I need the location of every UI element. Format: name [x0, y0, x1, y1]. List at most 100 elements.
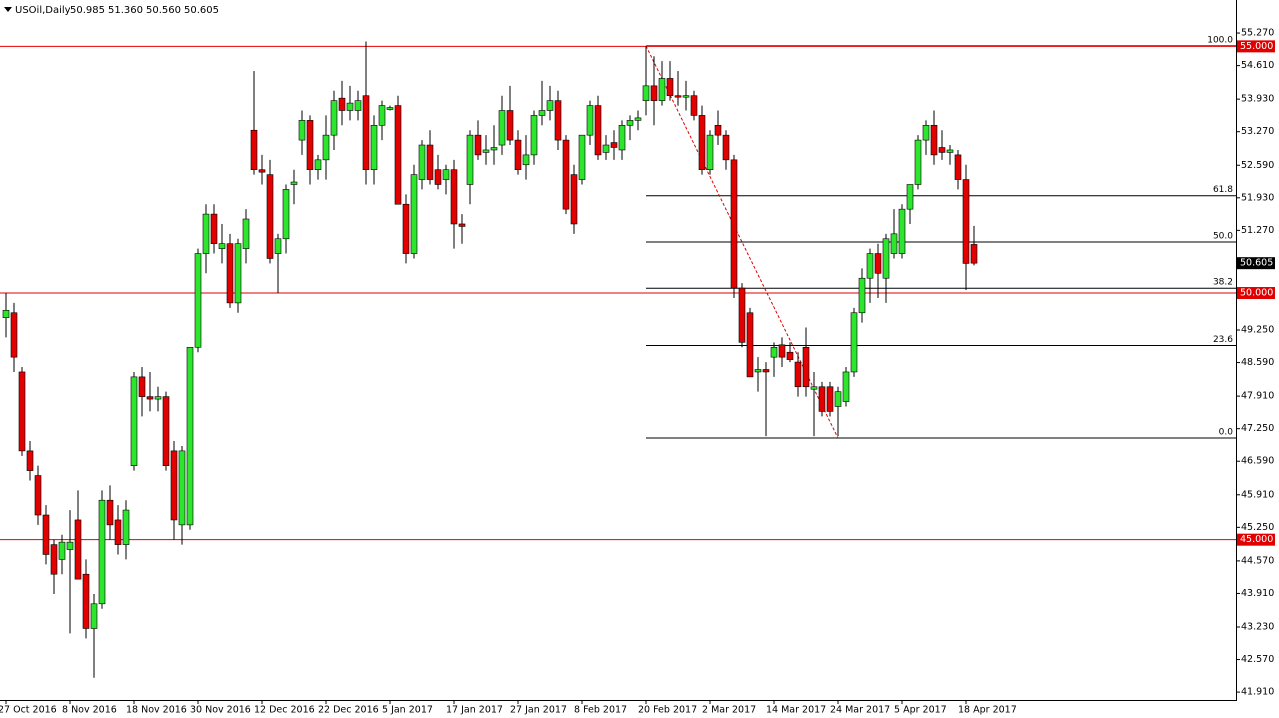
candle-body-up [242, 218, 250, 249]
price-tag-label: 55.000 [1240, 41, 1273, 52]
candle-body-down [690, 95, 698, 116]
candle-body-down [594, 105, 602, 156]
candle-body-up [482, 149, 490, 153]
candle-body-down [162, 396, 170, 466]
candle-body-down [722, 134, 730, 161]
candle-body-down [34, 475, 42, 516]
candle-body-down [394, 105, 402, 205]
candle-body-up [370, 124, 378, 170]
candle-body-down [266, 174, 274, 259]
ohlc-close: 50.605 [184, 5, 219, 16]
fib-label: 50.0 [1213, 231, 1233, 241]
candle-body-down [666, 78, 674, 97]
candle-body-down [42, 514, 50, 555]
candle-body-up [634, 117, 642, 121]
candle-body-up [586, 105, 594, 136]
y-tick-label: 54.610 [1241, 60, 1274, 71]
candle-body-down [786, 351, 794, 360]
candle-body-down [402, 203, 410, 254]
candle-body-down [170, 450, 178, 521]
candle-body-up [66, 541, 74, 550]
y-tick-label: 55.270 [1241, 28, 1274, 39]
candle-body-up [202, 213, 210, 254]
y-tick-label: 53.930 [1241, 94, 1274, 105]
candle-body-down [306, 120, 314, 170]
candle-body-up [642, 85, 650, 101]
candle-body-up [914, 139, 922, 185]
candle-body-down [226, 243, 234, 304]
candle-body-down [954, 154, 962, 180]
candle-body-up [186, 346, 194, 526]
x-tick-label: 2 Mar 2017 [702, 705, 756, 716]
y-tick-label: 45.250 [1241, 522, 1274, 533]
menu-arrow[interactable] [4, 7, 12, 12]
candle-body-down [82, 573, 90, 629]
candle-body-down [426, 144, 434, 180]
fib-label: 100.0 [1207, 35, 1233, 45]
fib-label: 0.0 [1219, 428, 1234, 438]
x-tick-label: 24 Mar 2017 [830, 705, 890, 716]
candle-body-up [682, 95, 690, 98]
candle-body-up [538, 110, 546, 116]
candle-body-up [90, 603, 98, 629]
candle-body-down [258, 169, 266, 173]
candle-body-down [778, 344, 786, 358]
candle-body-down [514, 139, 522, 170]
candle-body-up [866, 253, 874, 279]
candle-body-down [210, 213, 218, 244]
candle-body-down [146, 396, 154, 400]
candle-body-up [842, 371, 850, 402]
candle-body-down [930, 124, 938, 156]
y-tick-label: 41.910 [1241, 687, 1274, 698]
candle-body-down [570, 174, 578, 225]
candle-body-up [834, 391, 842, 407]
candle-body-down [138, 376, 146, 397]
y-tick-label: 51.930 [1241, 192, 1274, 203]
candle-body-up [290, 181, 298, 185]
candle-body-up [98, 499, 106, 605]
x-tick-label: 20 Feb 2017 [638, 705, 697, 716]
candle-body-down [50, 544, 58, 575]
candle-body-up [882, 238, 890, 279]
y-tick-label: 53.270 [1241, 126, 1274, 137]
candle-body-down [506, 110, 514, 141]
price-tag [1237, 287, 1275, 300]
candle-body-up [946, 149, 954, 153]
candle-body-up [386, 107, 394, 110]
candle-body-down [674, 95, 682, 98]
y-tick-label: 49.250 [1241, 325, 1274, 336]
y-tick-label: 52.590 [1241, 160, 1274, 171]
candle-body-up [754, 369, 762, 373]
candle-body-up [130, 376, 138, 466]
candle-body-up [442, 169, 450, 180]
y-tick-label: 48.590 [1241, 357, 1274, 368]
candle-body-down [826, 386, 834, 412]
current-price-tag [1237, 257, 1275, 270]
candle-body-up [890, 233, 898, 254]
x-tick-label: 8 Feb 2017 [574, 705, 627, 716]
candle-body-up [898, 208, 906, 254]
candle-body-down [106, 499, 114, 526]
candle-body-up [330, 100, 338, 136]
fib-label: 61.8 [1213, 185, 1233, 195]
candle-body-down [458, 223, 466, 227]
candle-body-up [2, 309, 10, 318]
candle-body-up [850, 312, 858, 373]
candle-body-down [362, 95, 370, 170]
candle-body-up [298, 120, 306, 141]
candle-body-up [658, 78, 666, 101]
candle-body-up [858, 277, 866, 314]
candle-body-up [154, 396, 162, 400]
price-tag-label: 45.000 [1240, 534, 1273, 545]
x-tick-label: 18 Nov 2016 [126, 705, 187, 716]
x-tick-label: 5 Apr 2017 [894, 705, 947, 716]
y-tick-label: 51.270 [1241, 225, 1274, 236]
candle-body-down [250, 129, 258, 170]
x-tick-label: 8 Nov 2016 [62, 705, 117, 716]
candle-body-down [10, 312, 18, 358]
candle-body-up [194, 253, 202, 348]
chart-title: USOil,Daily [15, 5, 71, 16]
y-tick-label: 46.590 [1241, 456, 1274, 467]
price-tag [1237, 40, 1275, 53]
candle-body-down [794, 361, 802, 388]
